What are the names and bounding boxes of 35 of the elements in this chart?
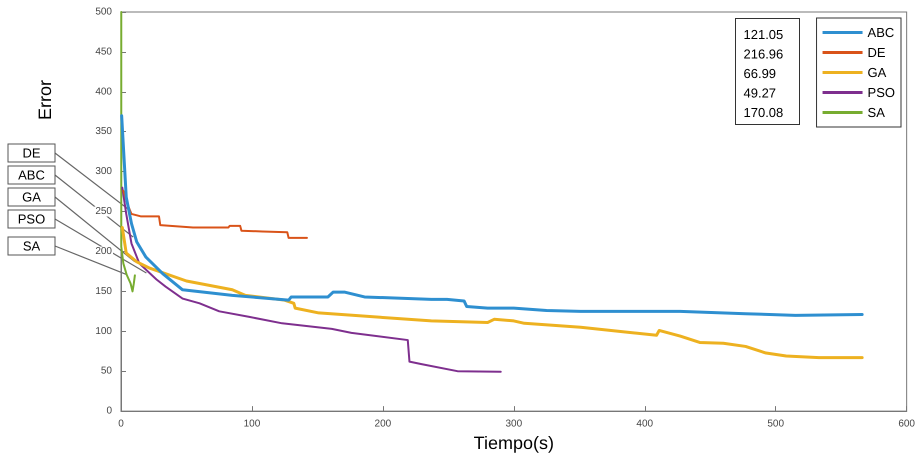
x-tick-label: 300 [505,418,523,430]
legend-label: PSO [868,85,896,100]
y-tick-label: 450 [95,46,112,58]
x-tick-label: 600 [898,418,916,430]
annotation: 121.05 216.96 66.99 49.27 170.08 [744,26,784,120]
y-axis-title: Error [35,80,55,120]
line-series [121,186,502,373]
x-tick-label: 100 [244,418,261,430]
y-tick-label: 150 [95,286,112,297]
x-axis-title: Tiempo(s) [474,433,554,453]
legend-label: ABC [868,25,894,40]
annotation: PSO [18,212,46,226]
y-tick-label: 500 [95,6,112,18]
x-tick-label: 400 [636,418,654,430]
line-series [122,190,308,239]
annotation: GA [22,190,42,204]
y-tick-label: 0 [106,406,112,417]
legend-label: SA [868,105,886,120]
y-tick-label: 50 [100,366,112,377]
line-series [120,11,136,292]
annotation: DE [22,146,41,160]
annotation: ABC [18,168,45,182]
annotation: SA [22,238,40,254]
legend-label: GA [868,65,887,80]
y-tick-label: 100 [95,326,112,337]
y-tick-label: 400 [95,86,112,98]
x-tick-label: 0 [118,418,124,430]
line-series [120,226,864,360]
y-tick-label: 300 [95,166,112,178]
x-tick-label: 500 [767,418,784,430]
y-tick-label: 350 [95,126,112,138]
y-tick-label: 250 [95,206,112,218]
y-tick-label: 200 [95,246,112,257]
legend-label: DE [868,45,886,60]
x-tick-label: 200 [374,418,392,430]
